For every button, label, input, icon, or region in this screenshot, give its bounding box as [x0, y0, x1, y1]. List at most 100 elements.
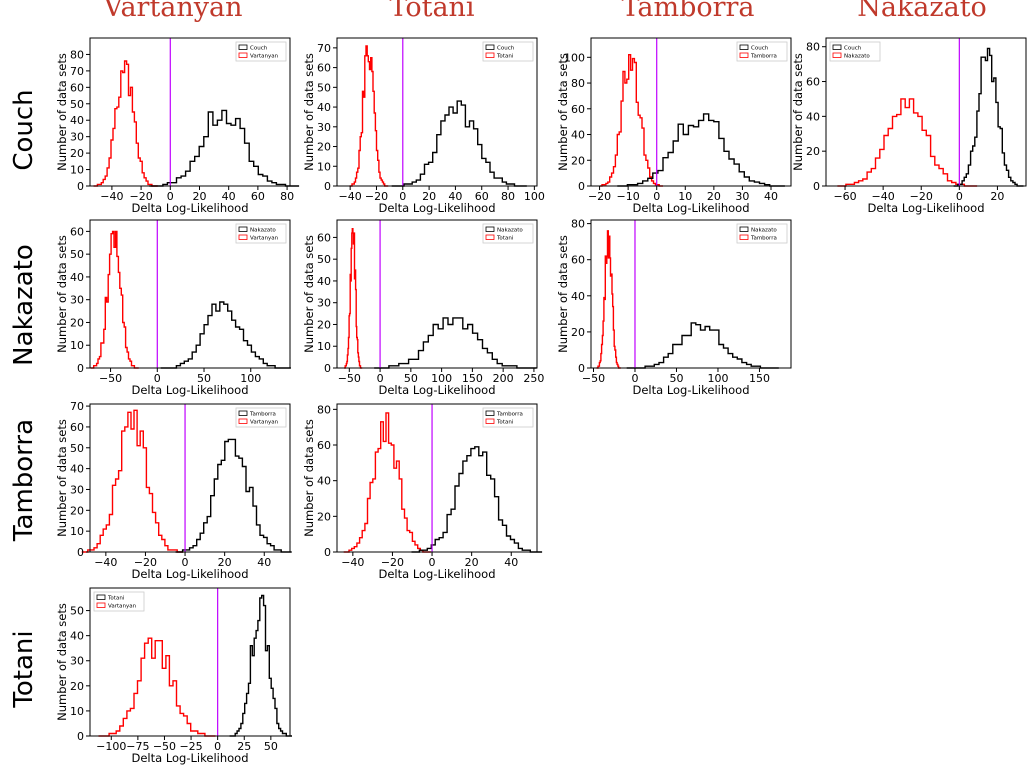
- y-tick-label: 20: [571, 326, 585, 339]
- x-tick-label: −20: [588, 190, 611, 203]
- x-tick-label: −40: [94, 556, 117, 569]
- y-tick-label: 60: [317, 62, 331, 75]
- histogram-series-couch: [617, 113, 785, 187]
- legend-entry: Vartanyan: [250, 236, 279, 242]
- axes-frame: [336, 219, 538, 369]
- x-tick-label: 0: [956, 190, 963, 203]
- legend-swatch: [238, 410, 248, 416]
- x-tick-label: −25: [179, 740, 202, 753]
- x-tick-label: 80: [501, 190, 515, 203]
- y-tick-label: 40: [70, 463, 84, 476]
- legend-entry: Tamborra: [750, 54, 777, 60]
- histogram-series-tamborra: [596, 230, 621, 369]
- x-axis-label: Delta Log-Likelihood: [378, 383, 495, 397]
- y-tick-label: 30: [317, 121, 331, 134]
- legend: Couch Totani: [482, 41, 534, 62]
- legend-entry: Nakazato: [751, 228, 777, 234]
- y-tick-label: 10: [70, 705, 84, 718]
- legend-entry: Nakazato: [250, 228, 276, 234]
- histogram-panel-5: −50 0 50 100 150 200 250 0 10 20 30 40 50 60 Delta Log…: [302, 219, 544, 397]
- legend-box: [482, 41, 534, 62]
- y-tick-label: 40: [571, 129, 585, 142]
- histogram-panel-4: −50 0 50 100 0 10 20 30 40 50 60 Delta Log-Likeliho…: [55, 219, 291, 397]
- x-tick-label: 80: [280, 190, 294, 203]
- y-axis-label: Number of data sets: [55, 235, 69, 353]
- column-title-totani: Totani: [389, 0, 475, 23]
- x-axis-label: Delta Log-Likelihood: [378, 201, 495, 215]
- y-tick-label: 50: [70, 248, 84, 261]
- legend-box: [482, 407, 534, 428]
- y-tick-label: 20: [317, 141, 331, 154]
- y-tick-label: 10: [317, 160, 331, 173]
- y-axis-label: Number of data sets: [791, 53, 805, 171]
- x-tick-label: 0: [399, 190, 406, 203]
- legend-swatch: [96, 594, 106, 600]
- y-tick-label: 60: [70, 225, 84, 238]
- x-tick-label: −40: [341, 556, 364, 569]
- x-tick-label: −10: [617, 190, 640, 203]
- legend-entry: Totani: [496, 236, 514, 242]
- x-tick-label: 30: [735, 190, 749, 203]
- x-axis-label: Delta Log-Likelihood: [632, 201, 749, 215]
- x-axis-label: Delta Log-Likelihood: [131, 567, 248, 581]
- y-tick-label: 20: [70, 504, 84, 517]
- x-tick-label: −20: [129, 190, 152, 203]
- y-tick-label: 10: [70, 339, 84, 352]
- legend-entry: Tamborra: [750, 236, 777, 242]
- x-tick-label: 0: [214, 740, 221, 753]
- y-tick-label: 60: [571, 254, 585, 267]
- y-tick-label: 50: [70, 98, 84, 111]
- x-tick-label: −40: [872, 190, 895, 203]
- x-tick-label: 0: [653, 190, 660, 203]
- x-tick-label: 40: [257, 556, 271, 569]
- x-tick-label: 0: [182, 556, 189, 569]
- legend: Tamborra Totani: [482, 407, 534, 428]
- x-tick-label: 40: [448, 190, 462, 203]
- y-tick-label: 70: [317, 42, 331, 55]
- x-tick-label: 10: [678, 190, 692, 203]
- y-tick-label: 50: [70, 605, 84, 618]
- y-tick-label: 20: [70, 147, 84, 160]
- x-tick-label: 100: [524, 190, 545, 203]
- y-tick-label: 40: [70, 630, 84, 643]
- y-tick-label: 20: [317, 510, 331, 523]
- x-tick-label: 50: [404, 372, 418, 385]
- y-axis-label: Number of data sets: [55, 53, 69, 171]
- legend-swatch: [238, 44, 248, 50]
- x-tick-label: 200: [493, 372, 514, 385]
- y-tick-label: 10: [317, 340, 331, 353]
- y-tick-label: 0: [77, 546, 84, 559]
- y-tick-label: 0: [77, 180, 84, 193]
- y-tick-label: 80: [571, 77, 585, 90]
- y-tick-label: 70: [70, 65, 84, 78]
- y-tick-label: 60: [806, 76, 820, 89]
- x-tick-label: 20: [707, 190, 721, 203]
- legend-entry: Vartanyan: [250, 54, 279, 60]
- histogram-series-tamborra: [411, 446, 543, 553]
- legend-swatch: [832, 44, 842, 50]
- x-tick-label: 0: [631, 372, 638, 385]
- column-title-tamborra: Tamborra: [621, 0, 755, 23]
- x-tick-label: 0: [377, 372, 384, 385]
- histogram-series-vartanyan: [98, 637, 216, 737]
- histogram-panel-7: −40 −20 0 20 40 0 10 20 30 40 50 60 70 Delta Log-Like…: [55, 400, 292, 581]
- column-title-vartanyan: Vartanyan: [103, 0, 243, 23]
- x-tick-label: 100: [707, 372, 728, 385]
- legend-swatch: [739, 52, 749, 58]
- y-axis-label: Number of data sets: [556, 53, 570, 171]
- legend-swatch: [238, 52, 248, 58]
- y-tick-label: 30: [70, 294, 84, 307]
- histogram-series-couch: [953, 47, 1024, 187]
- y-tick-label: 60: [70, 81, 84, 94]
- legend: Couch Nakazato: [829, 41, 881, 62]
- legend: Couch Vartanyan: [235, 41, 287, 62]
- legend-box: [829, 41, 881, 62]
- histogram-series-totani: [229, 594, 292, 737]
- histogram-panel-9: −100 −75 −50 −25 0 25 50 0 10 20 30 40 50 Delta Log-L…: [55, 587, 292, 765]
- x-tick-label: 150: [462, 372, 483, 385]
- histogram-panel-0: −40 −20 0 20 40 60 80 0 10 20 30 40 50 60 70 80 Delta Lo…: [55, 37, 300, 215]
- legend-swatch: [238, 234, 248, 240]
